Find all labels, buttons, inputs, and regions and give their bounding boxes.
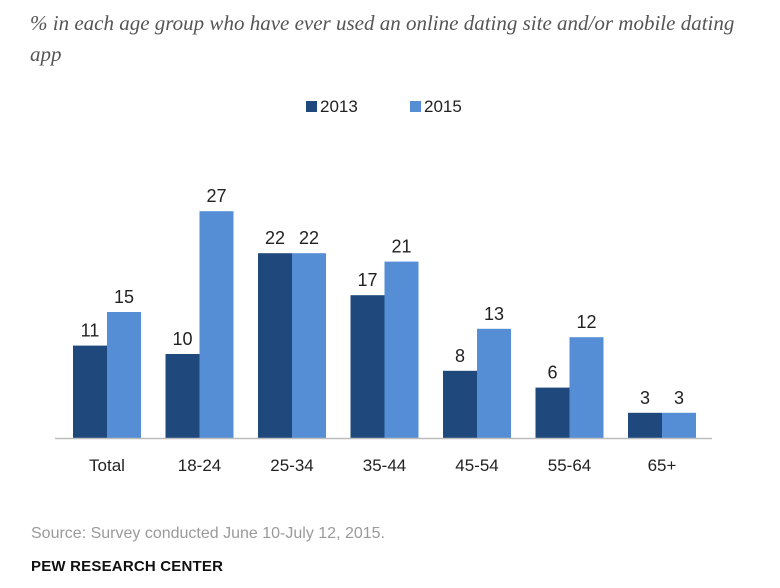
value-label-2013-Total: 11 bbox=[81, 321, 100, 341]
value-label-2015-Total: 15 bbox=[114, 287, 134, 307]
bar-2013-35-44 bbox=[350, 295, 385, 438]
bar-2015-65+ bbox=[662, 412, 696, 438]
chart-bars bbox=[73, 211, 696, 438]
value-label-2015-65+: 3 bbox=[674, 388, 684, 408]
legend-swatch-2015 bbox=[410, 101, 421, 112]
bar-2013-18-24 bbox=[165, 354, 200, 438]
chart-legend: 2013 2015 bbox=[306, 97, 462, 116]
value-label-2015-55-64: 12 bbox=[576, 312, 596, 332]
value-label-2013-25-34: 22 bbox=[265, 228, 285, 248]
x-tick-label-55-64: 55-64 bbox=[548, 456, 591, 475]
bar-chart: 2013 2015 11 15 10 27 22 22 17 21 8 13 6 12 3 3 Total 1… bbox=[55, 97, 712, 475]
bar-2013-Total bbox=[73, 345, 107, 438]
x-tick-label-65+: 65+ bbox=[648, 456, 677, 475]
bar-2015-55-64 bbox=[569, 337, 604, 438]
x-tick-label-35-44: 35-44 bbox=[363, 456, 406, 475]
legend-label-2015: 2015 bbox=[424, 97, 462, 116]
bar-2015-Total bbox=[107, 312, 141, 438]
value-label-2013-35-44: 17 bbox=[357, 270, 377, 290]
bar-2013-25-34 bbox=[258, 253, 292, 438]
bar-2013-55-64 bbox=[535, 387, 570, 438]
x-tick-label-Total: Total bbox=[89, 456, 125, 475]
chart-value-labels: 11 15 10 27 22 22 17 21 8 13 6 12 3 3 bbox=[81, 186, 684, 408]
x-tick-label-25-34: 25-34 bbox=[270, 456, 313, 475]
value-label-2013-65+: 3 bbox=[640, 388, 650, 408]
bar-2015-45-54 bbox=[477, 328, 511, 438]
value-label-2013-45-54: 8 bbox=[455, 346, 465, 366]
legend-label-2013: 2013 bbox=[320, 97, 358, 116]
bar-2015-25-34 bbox=[292, 253, 326, 438]
value-label-2015-25-34: 22 bbox=[299, 228, 319, 248]
legend-swatch-2013 bbox=[306, 101, 317, 112]
bar-2015-18-24 bbox=[199, 211, 234, 438]
x-tick-label-18-24: 18-24 bbox=[178, 456, 221, 475]
value-label-2015-45-54: 13 bbox=[484, 304, 504, 324]
x-tick-label-45-54: 45-54 bbox=[455, 456, 498, 475]
value-label-2013-55-64: 6 bbox=[547, 363, 557, 383]
value-label-2013-18-24: 10 bbox=[172, 329, 192, 349]
bar-2013-45-54 bbox=[443, 370, 477, 438]
x-axis-tick-labels: Total 18-24 25-34 35-44 45-54 55-64 65+ bbox=[89, 456, 676, 475]
bar-2015-35-44 bbox=[384, 261, 419, 438]
organization-name: PEW RESEARCH CENTER bbox=[31, 558, 224, 575]
source-note: Source: Survey conducted June 10-July 12… bbox=[31, 525, 385, 542]
bar-2013-65+ bbox=[628, 412, 662, 438]
chart-subtitle: % in each age group who have ever used a… bbox=[30, 11, 735, 66]
value-label-2015-35-44: 21 bbox=[391, 237, 411, 257]
value-label-2015-18-24: 27 bbox=[206, 186, 226, 206]
